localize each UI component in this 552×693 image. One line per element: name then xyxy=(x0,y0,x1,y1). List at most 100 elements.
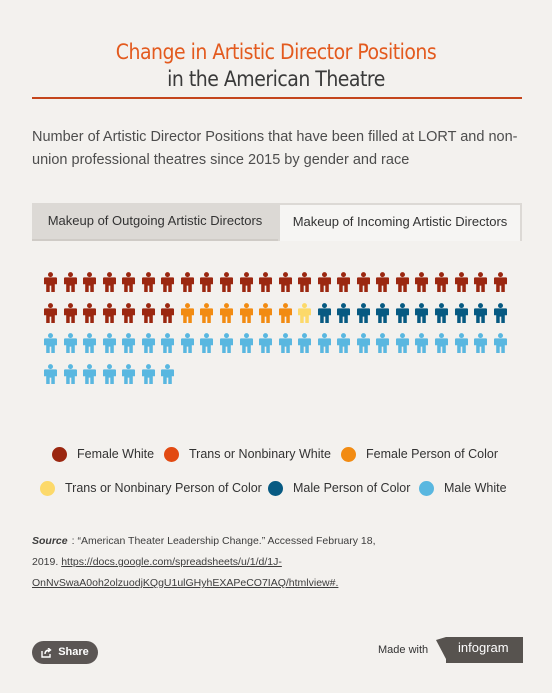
person-icon-male-person-of-color xyxy=(376,302,390,323)
legend-label: Male White xyxy=(444,481,507,495)
person-icon-male-white xyxy=(83,333,97,354)
person-icon-male-person-of-color xyxy=(474,302,488,323)
person-icon-male-white xyxy=(415,333,429,354)
person-icon-male-white xyxy=(141,333,155,354)
title-divider xyxy=(32,97,522,99)
person-icon-female-white xyxy=(435,272,448,292)
person-icon-male-person-of-color xyxy=(395,302,409,323)
legend-dot-trans-nonbinary-poc xyxy=(40,480,55,496)
person-icon-male-white xyxy=(83,363,97,384)
source-note: Source: “American Theater Leadership Cha… xyxy=(32,531,392,594)
person-icon-female-person-of-color xyxy=(239,302,253,323)
person-icon-male-white xyxy=(141,363,155,384)
legend-item-female-poc[interactable]: Female Person of Color xyxy=(341,445,498,463)
source-link[interactable]: https://docs.google.com/spreadsheets/u/1… xyxy=(32,556,339,589)
person-icon-male-white xyxy=(454,333,468,354)
person-icon-female-white xyxy=(102,272,116,292)
person-icon-male-white xyxy=(435,333,448,354)
person-icon-male-white xyxy=(161,363,175,384)
person-icon-female-white xyxy=(474,272,488,292)
person-icon-male-white xyxy=(219,333,233,354)
person-icon-female-white xyxy=(493,272,507,292)
person-icon-male-white xyxy=(317,333,331,354)
tab-incoming-directors[interactable]: Makeup of Incoming Artistic Directors xyxy=(278,203,522,241)
tab-outgoing-directors[interactable]: Makeup of Outgoing Artistic Directors xyxy=(32,203,278,241)
legend-item-female-white[interactable]: Female White xyxy=(52,445,154,463)
legend-dot-female-white xyxy=(52,446,67,462)
person-icon-female-person-of-color xyxy=(219,302,233,323)
person-icon-male-person-of-color xyxy=(493,302,507,323)
person-icon-male-person-of-color xyxy=(317,302,331,323)
person-icon-female-white xyxy=(180,272,194,292)
person-icon-male-person-of-color xyxy=(435,302,448,323)
made-with-label: Made with xyxy=(378,644,429,656)
person-icon-female-white xyxy=(63,272,77,292)
person-icon-male-person-of-color xyxy=(337,302,351,323)
person-icon-female-white xyxy=(337,272,351,292)
person-icon-female-white xyxy=(122,302,136,323)
person-icon-female-white xyxy=(219,272,233,292)
pictogram-grid xyxy=(42,272,522,402)
person-icon-female-white xyxy=(44,302,57,323)
person-icon-female-white xyxy=(44,272,57,292)
legend-item-trans-nonbinary-white[interactable]: Trans or Nonbinary White xyxy=(164,445,331,463)
person-icon-male-white xyxy=(474,333,488,354)
person-icon-male-white xyxy=(102,363,116,384)
chart-title-line-2: in the American Theatre xyxy=(167,67,385,91)
person-icon-male-white xyxy=(200,333,214,354)
chart-description: Number of Artistic Director Positions th… xyxy=(32,129,518,168)
person-icon-female-white xyxy=(278,272,292,292)
person-icon-female-person-of-color xyxy=(200,302,214,323)
legend-label: Trans or Nonbinary White xyxy=(189,447,331,461)
person-icon-male-white xyxy=(122,333,136,354)
person-icon-female-white xyxy=(63,302,77,323)
person-icon-female-white xyxy=(415,272,429,292)
person-icon-female-white xyxy=(83,272,97,292)
person-icon-male-person-of-color xyxy=(454,302,468,323)
person-icon-male-white xyxy=(161,333,175,354)
person-icon-male-white xyxy=(63,333,77,354)
person-icon-female-white xyxy=(454,272,468,292)
person-icon-male-white xyxy=(44,363,57,384)
person-icon-male-white xyxy=(376,333,390,354)
chart-title-line-1: Change in Artistic Director Positions xyxy=(115,40,437,64)
person-icon-female-white xyxy=(141,272,155,292)
person-icon-female-white xyxy=(161,272,175,292)
person-icon-male-white xyxy=(493,333,507,354)
legend-label: Male Person of Color xyxy=(293,481,411,495)
source-label: Source xyxy=(32,535,68,547)
person-icon-female-white xyxy=(200,272,214,292)
person-icon-male-white xyxy=(298,333,312,354)
person-icon-trans-or-nonbinary-person-of-color xyxy=(298,302,312,323)
legend-item-trans-nonbinary-poc[interactable]: Trans or Nonbinary Person of Color xyxy=(40,479,262,497)
tab-bar: Makeup of Outgoing Artistic Directors Ma… xyxy=(32,203,522,241)
person-icon-female-white xyxy=(161,302,175,323)
person-icon-female-white xyxy=(141,302,155,323)
person-icon-female-white xyxy=(356,272,370,292)
person-icon-female-person-of-color xyxy=(180,302,194,323)
person-icon-male-white xyxy=(102,333,116,354)
infogram-badge-shape xyxy=(436,637,523,663)
person-icon-female-white xyxy=(395,272,409,292)
person-icon-male-white xyxy=(239,333,253,354)
infogram-badge[interactable]: infogram xyxy=(436,637,523,663)
legend-label: Female White xyxy=(77,447,155,461)
person-icon-female-white xyxy=(239,272,253,292)
legend-dot-male-poc xyxy=(268,480,283,496)
share-button[interactable]: Share xyxy=(32,641,98,664)
legend-label: Trans or Nonbinary Person of Color xyxy=(65,481,262,495)
source-colon: : xyxy=(71,535,75,547)
person-icon-female-white xyxy=(122,272,136,292)
legend-item-male-white[interactable]: Male White xyxy=(419,479,507,497)
person-icon-female-white xyxy=(259,272,273,292)
person-icon-male-person-of-color xyxy=(415,302,429,323)
person-icon-male-white xyxy=(63,363,77,384)
source-text: “American Theater Leadership Change.” Ac… xyxy=(32,535,376,568)
share-icon xyxy=(41,647,52,658)
person-icon-female-white xyxy=(298,272,312,292)
legend-item-male-poc[interactable]: Male Person of Color xyxy=(268,479,410,497)
person-icon-male-white xyxy=(337,333,351,354)
legend-label: Female Person of Color xyxy=(366,447,499,461)
person-icon-male-white xyxy=(278,333,292,354)
person-icon-female-white xyxy=(83,302,97,323)
